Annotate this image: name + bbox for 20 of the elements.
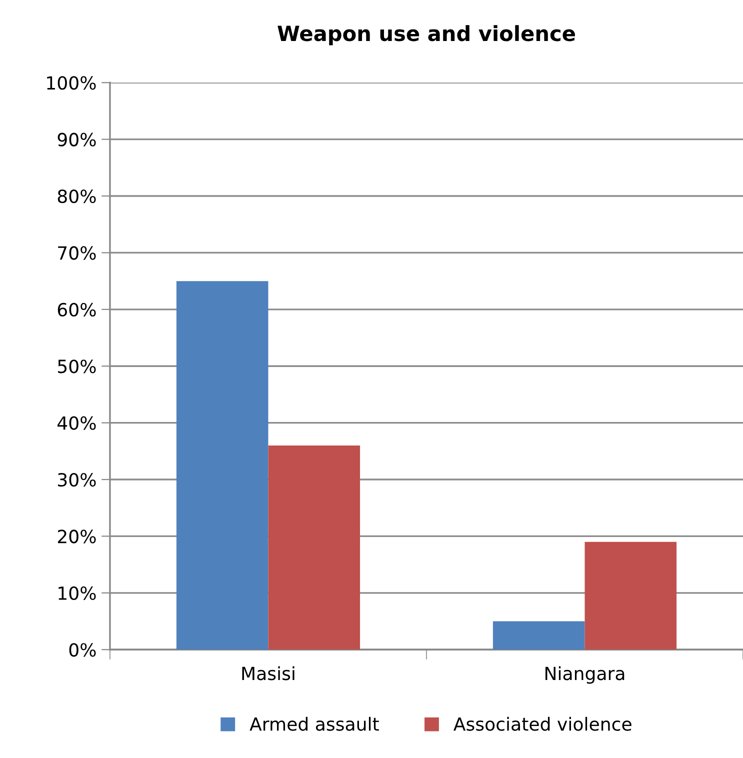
- y-tick-label: 60%: [58, 302, 96, 317]
- x-tick-label: Niangara: [545, 666, 624, 684]
- y-tick-label: 0%: [69, 643, 96, 657]
- y-tick-label: 80%: [58, 189, 96, 204]
- bar: [492, 621, 585, 650]
- y-tick-label: 30%: [58, 472, 96, 487]
- bar: [584, 542, 677, 650]
- bar: [268, 445, 360, 650]
- y-tick-label: 20%: [58, 530, 96, 544]
- y-tick-label: 10%: [58, 586, 96, 600]
- y-tick-label: 50%: [58, 360, 96, 374]
- y-tick-label: 100%: [47, 76, 96, 90]
- legend-label: Armed assault: [250, 716, 379, 731]
- y-tick-label: 70%: [58, 246, 96, 260]
- y-tick-label: 40%: [58, 416, 96, 430]
- legend-label: Associated violence: [454, 716, 632, 731]
- x-tick-label: Masisi: [242, 666, 294, 680]
- bar: [176, 281, 268, 650]
- chart-title: Weapon use and violence: [278, 25, 575, 46]
- y-tick-label: 90%: [58, 132, 96, 146]
